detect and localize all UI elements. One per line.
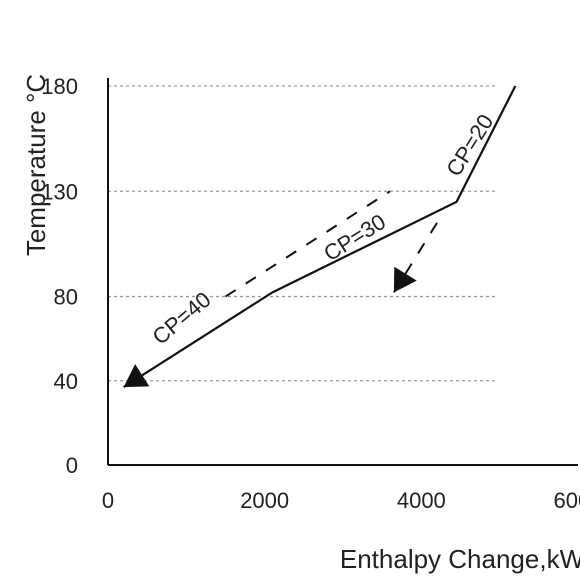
y-tick-label: 130 (41, 179, 78, 204)
series-group (123, 85, 517, 389)
dashed-stream-line (224, 190, 391, 298)
y-tick-label: 80 (54, 285, 78, 310)
arrowhead (123, 364, 150, 388)
arrowhead (393, 266, 417, 293)
y-tick-label: 40 (54, 369, 78, 394)
segment-label: CP=30 (319, 209, 390, 266)
tick-labels: 0 40 80 130 180 0 2000 4000 6000 (41, 74, 580, 513)
grid (108, 85, 495, 382)
y-tick-label: 180 (41, 74, 78, 99)
segment-label: CP=20 (441, 110, 498, 181)
axes (107, 78, 578, 466)
y-axis-title: Temperature °C (21, 74, 51, 256)
solid-stream-line (123, 85, 517, 389)
x-tick-label: 2000 (240, 488, 289, 513)
x-tick-label: 6000 (554, 488, 580, 513)
x-tick-label: 0 (102, 488, 114, 513)
y-tick-label: 0 (66, 453, 78, 478)
x-tick-label: 4000 (397, 488, 446, 513)
x-axis-title: Enthalpy Change,kW (340, 544, 580, 574)
